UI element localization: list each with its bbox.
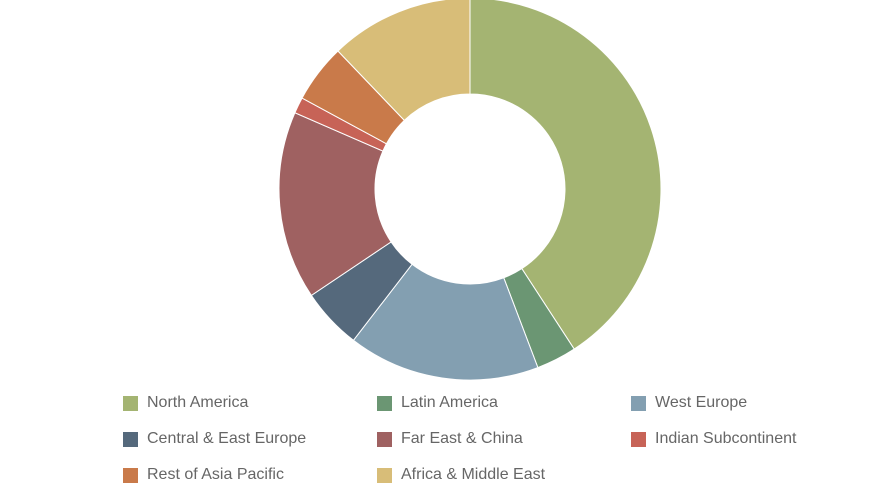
legend-label: Rest of Asia Pacific bbox=[147, 466, 284, 483]
legend-item: North America bbox=[123, 390, 377, 416]
legend-label: West Europe bbox=[655, 394, 748, 411]
legend-item: Far East & China bbox=[377, 426, 631, 452]
legend-swatch bbox=[123, 431, 138, 447]
legend-item: Africa & Middle East bbox=[377, 462, 631, 488]
legend-item: Rest of Asia Pacific bbox=[123, 462, 377, 488]
donut-slice-far-east-china bbox=[278, 112, 392, 297]
legend-label: Latin America bbox=[401, 394, 498, 411]
legend-item: West Europe bbox=[631, 390, 863, 416]
legend-swatch bbox=[377, 467, 392, 483]
legend-item: Central & East Europe bbox=[123, 426, 377, 452]
legend-swatch bbox=[123, 467, 138, 483]
legend-label: Africa & Middle East bbox=[401, 466, 546, 483]
legend-swatch bbox=[377, 431, 392, 447]
donut-slice-africa-middle-east bbox=[337, 0, 471, 122]
legend-swatch bbox=[123, 395, 138, 411]
legend-label: Far East & China bbox=[401, 430, 523, 447]
legend-swatch bbox=[631, 431, 646, 447]
legend-swatch bbox=[377, 395, 392, 411]
legend-label: Central & East Europe bbox=[147, 430, 307, 447]
donut-slice-west-europe bbox=[352, 263, 539, 380]
legend-item: Latin America bbox=[377, 390, 631, 416]
legend-item: Indian Subcontinent bbox=[631, 426, 863, 452]
legend-label: North America bbox=[147, 394, 249, 411]
chart-legend: North America Latin America West Europe Cen… bbox=[123, 390, 863, 498]
legend-swatch bbox=[631, 395, 646, 411]
donut-slice-north-america bbox=[469, 0, 662, 350]
legend-label: Indian Subcontinent bbox=[655, 430, 797, 447]
donut-chart bbox=[278, 0, 662, 380]
